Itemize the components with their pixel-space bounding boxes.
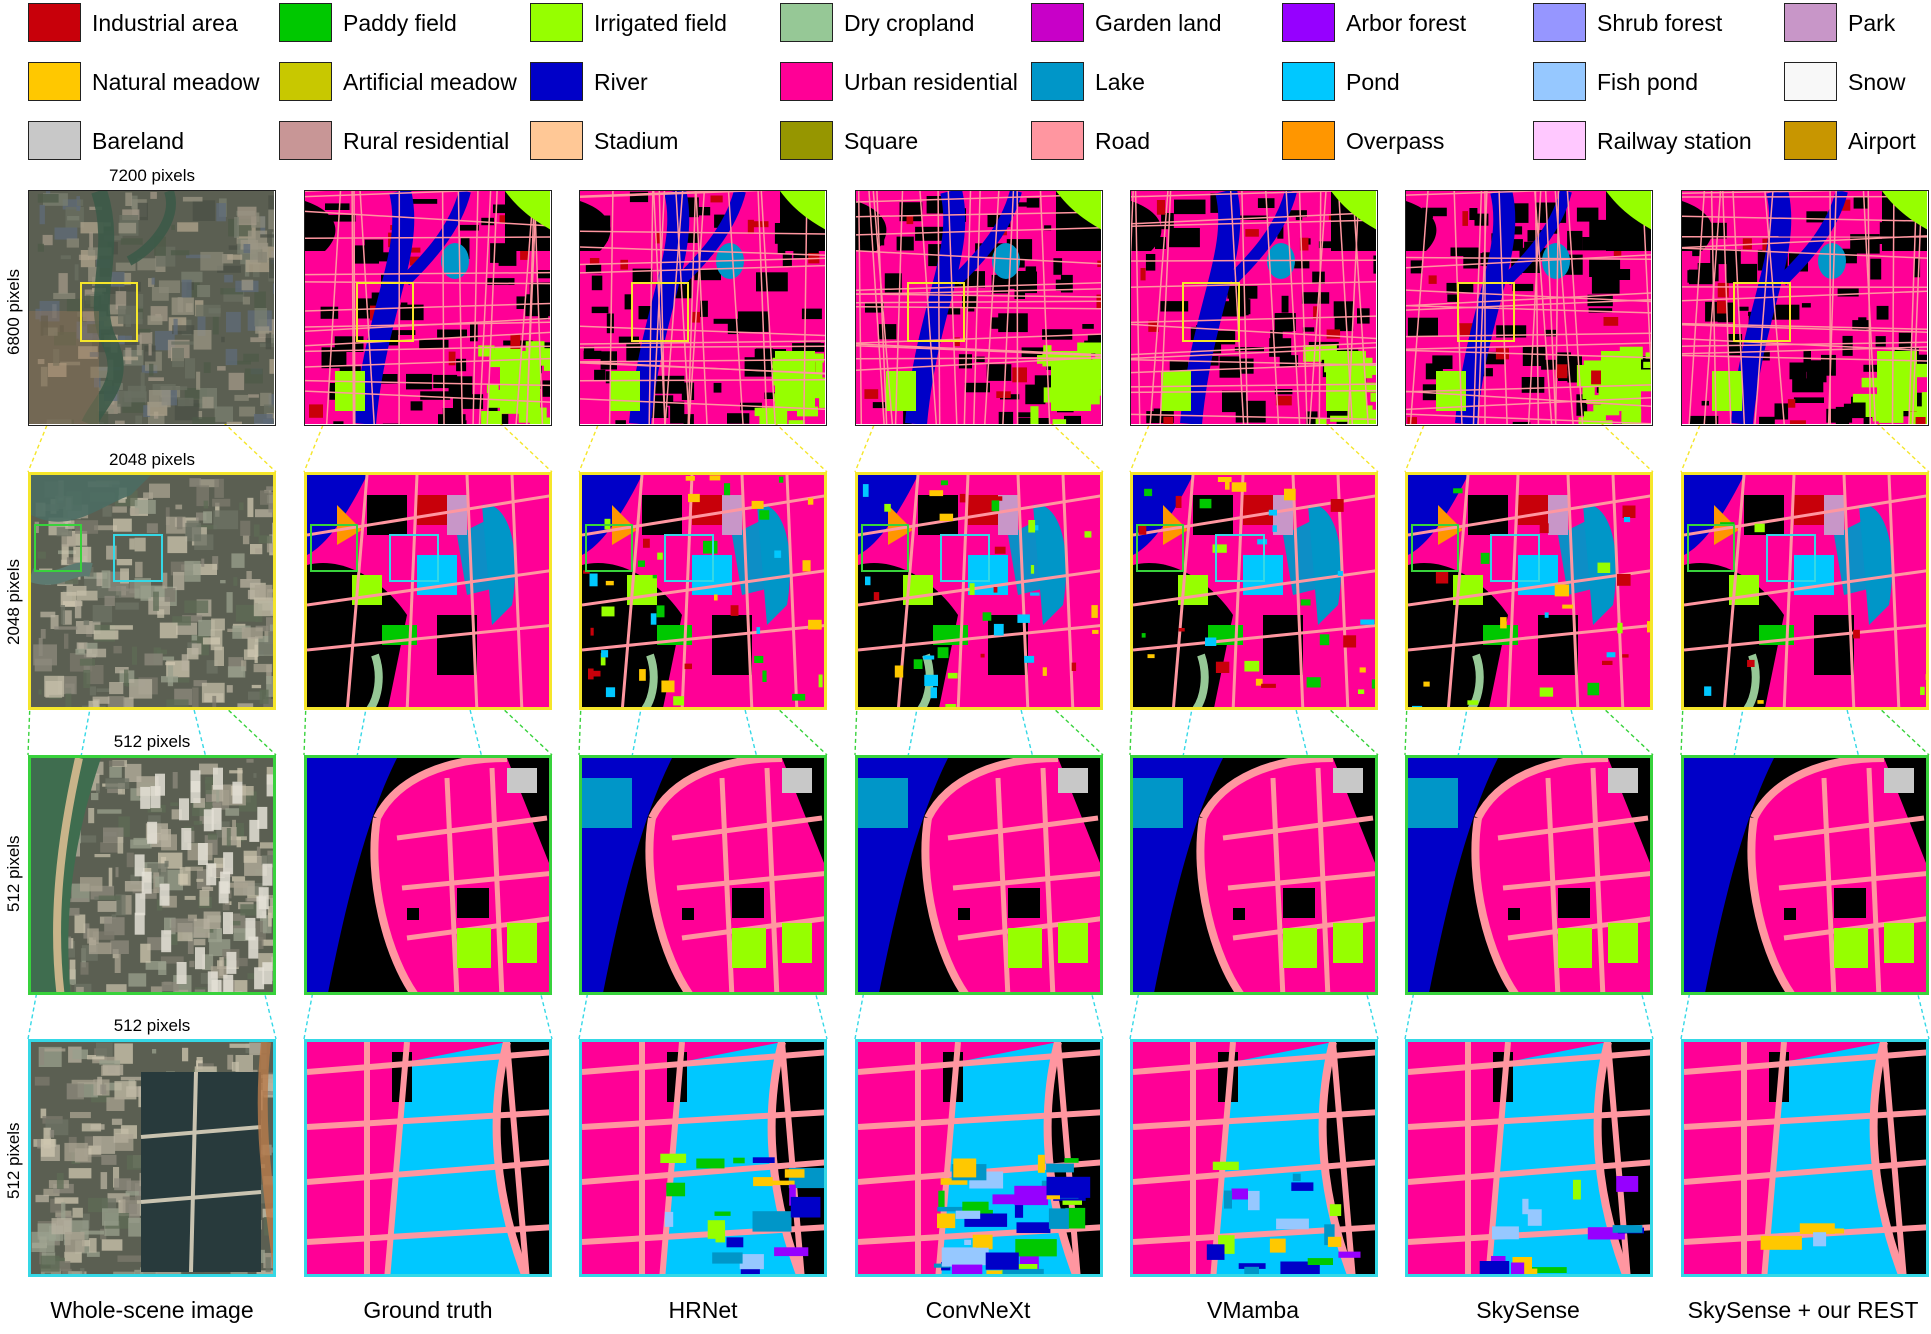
segmentation-panel-skysense-rest-row2 bbox=[1681, 472, 1929, 710]
segmentation-panel-hrnet-row2 bbox=[579, 472, 827, 710]
segmentation-panel-convnext-row2 bbox=[855, 472, 1103, 710]
legend-swatch bbox=[1031, 121, 1084, 160]
legend-label: Artificial meadow bbox=[343, 69, 517, 95]
image-panel-whole-scene-row3 bbox=[28, 755, 276, 995]
legend-label: Snow bbox=[1848, 69, 1906, 95]
column-label-vmamba: VMamba bbox=[1206, 1297, 1300, 1323]
legend-label: Urban residential bbox=[844, 69, 1018, 95]
legend-swatch bbox=[530, 3, 583, 42]
legend-label: Road bbox=[1095, 128, 1150, 154]
legend-label: Irrigated field bbox=[594, 10, 727, 36]
column-label-convnext: ConvNeXt bbox=[925, 1297, 1031, 1323]
column-label-whole-scene: Whole-scene image bbox=[50, 1297, 254, 1323]
legend-label: Natural meadow bbox=[92, 69, 260, 95]
legend-swatch bbox=[279, 62, 332, 101]
row2-height-label: 2048 pixels bbox=[4, 558, 23, 645]
legend-swatch bbox=[1784, 3, 1837, 42]
legend-swatch bbox=[28, 62, 81, 101]
segmentation-panel-ground-truth-row2 bbox=[304, 472, 552, 710]
legend-swatch bbox=[780, 3, 833, 42]
legend-label: River bbox=[594, 69, 648, 95]
row1-width-label: 7200 pixels bbox=[108, 166, 196, 185]
legend-swatch bbox=[780, 121, 833, 160]
row3-width-label: 512 pixels bbox=[113, 732, 191, 751]
segmentation-panel-ground-truth-row3 bbox=[304, 755, 552, 995]
segmentation-panel-vmamba-row3 bbox=[1130, 755, 1378, 995]
segmentation-panel-vmamba-row2 bbox=[1130, 472, 1378, 710]
segmentation-panel-ground-truth-row4 bbox=[304, 1039, 552, 1277]
legend-label: Garden land bbox=[1095, 10, 1222, 36]
legend-swatch bbox=[28, 121, 81, 160]
legend-label: Railway station bbox=[1597, 128, 1752, 154]
segmentation-panel-skysense-row2 bbox=[1405, 472, 1653, 710]
legend-label: Arbor forest bbox=[1346, 10, 1467, 36]
segmentation-panel-hrnet-row3 bbox=[579, 755, 827, 995]
legend-swatch bbox=[780, 62, 833, 101]
image-panel-whole-scene-row4 bbox=[28, 1039, 276, 1277]
segmentation-panel-vmamba-row4 bbox=[1130, 1039, 1378, 1277]
legend-label: Industrial area bbox=[92, 10, 238, 36]
legend-swatch bbox=[1784, 62, 1837, 101]
legend-swatch bbox=[28, 3, 81, 42]
row4-height-label: 512 pixels bbox=[4, 1122, 23, 1199]
legend-label: Park bbox=[1848, 10, 1896, 36]
segmentation-panel-vmamba-row1 bbox=[1130, 190, 1378, 426]
segmentation-panel-skysense-row3 bbox=[1405, 755, 1653, 995]
legend-label: Pond bbox=[1346, 69, 1400, 95]
legend-label: Overpass bbox=[1346, 128, 1445, 154]
legend-label: Fish pond bbox=[1597, 69, 1699, 95]
legend-swatch bbox=[1282, 62, 1335, 101]
image-panel-whole-scene-row1 bbox=[28, 190, 276, 426]
segmentation-panel-hrnet-row1 bbox=[579, 190, 827, 426]
segmentation-panel-skysense-row1 bbox=[1405, 190, 1653, 426]
row2-width-label: 2048 pixels bbox=[108, 450, 196, 469]
legend-swatch bbox=[1031, 62, 1084, 101]
legend-label: Dry cropland bbox=[844, 10, 975, 36]
legend-label: Airport bbox=[1848, 128, 1916, 154]
legend-label: Rural residential bbox=[343, 128, 510, 154]
legend-label: Shrub forest bbox=[1597, 10, 1723, 36]
legend-swatch bbox=[530, 121, 583, 160]
segmentation-panel-convnext-row1 bbox=[855, 190, 1103, 426]
legend-swatch bbox=[1533, 3, 1586, 42]
segmentation-panel-convnext-row3 bbox=[855, 755, 1103, 995]
segmentation-panel-skysense-rest-row3 bbox=[1681, 755, 1929, 995]
column-label-skysense: SkySense bbox=[1476, 1297, 1580, 1323]
legend-swatch bbox=[1784, 121, 1837, 160]
segmentation-panel-skysense-rest-row4 bbox=[1681, 1039, 1929, 1277]
legend-label: Lake bbox=[1095, 69, 1145, 95]
segmentation-panel-hrnet-row4 bbox=[579, 1039, 827, 1277]
legend-swatch bbox=[1031, 3, 1084, 42]
legend-swatch bbox=[1533, 62, 1586, 101]
legend-swatch bbox=[279, 121, 332, 160]
image-panel-whole-scene-row2 bbox=[28, 472, 276, 710]
legend-label: Square bbox=[844, 128, 919, 154]
segmentation-panel-ground-truth-row1 bbox=[304, 190, 552, 426]
segmentation-panel-skysense-row4 bbox=[1405, 1039, 1653, 1277]
legend-swatch bbox=[1533, 121, 1586, 160]
segmentation-panel-convnext-row4 bbox=[855, 1039, 1103, 1277]
legend-swatch bbox=[530, 62, 583, 101]
legend-swatch bbox=[1282, 121, 1335, 160]
column-label-hrnet: HRNet bbox=[668, 1297, 738, 1323]
segmentation-panel-skysense-rest-row1 bbox=[1681, 190, 1929, 426]
legend-swatch bbox=[279, 3, 332, 42]
legend-label: Paddy field bbox=[343, 10, 457, 36]
row3-height-label: 512 pixels bbox=[4, 835, 23, 912]
column-label-ground-truth: Ground truth bbox=[363, 1297, 493, 1323]
legend-label: Stadium bbox=[594, 128, 679, 154]
column-label-skysense-rest: SkySense + our REST bbox=[1687, 1297, 1919, 1323]
legend-label: Bareland bbox=[92, 128, 185, 154]
legend-swatch bbox=[1282, 3, 1335, 42]
row4-width-label: 512 pixels bbox=[113, 1016, 191, 1035]
row1-height-label: 6800 pixels bbox=[4, 268, 23, 355]
